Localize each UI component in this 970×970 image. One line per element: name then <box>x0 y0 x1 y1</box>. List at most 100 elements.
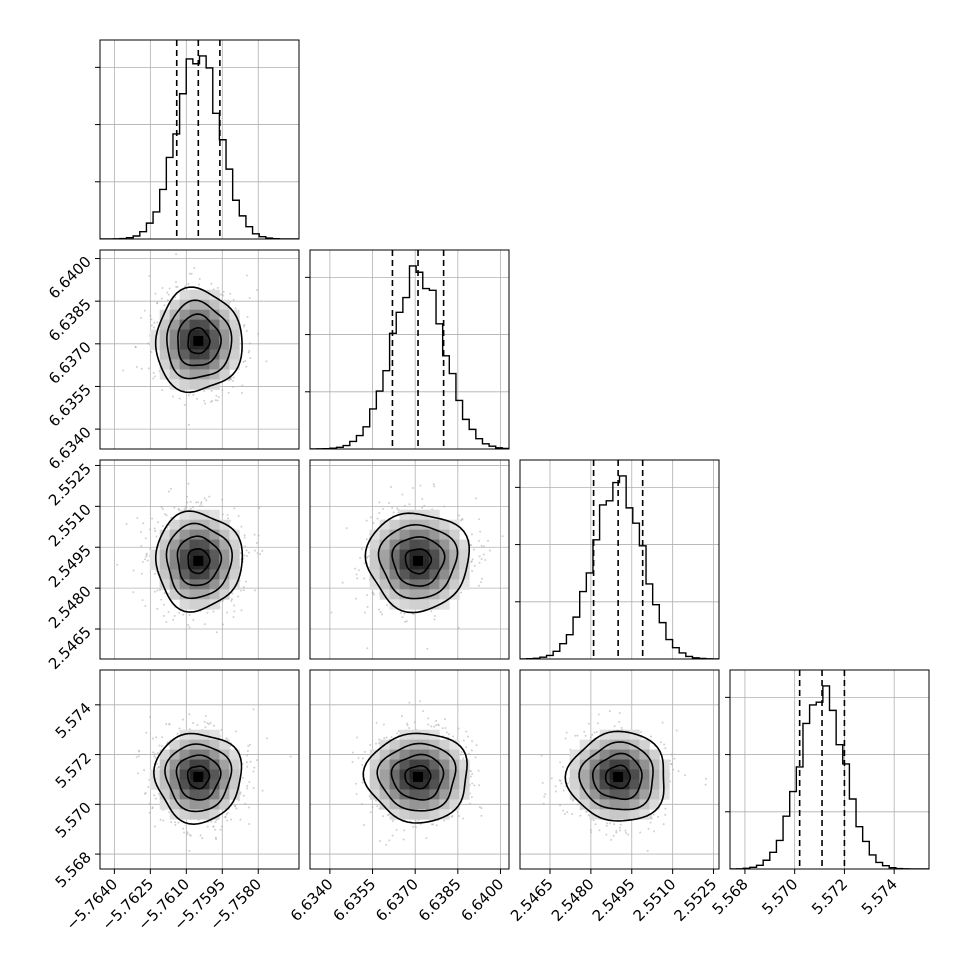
density-cell <box>569 779 581 790</box>
density-cell <box>369 569 381 580</box>
sample-point <box>341 581 344 584</box>
sample-point <box>395 828 398 831</box>
sample-point <box>140 572 143 575</box>
panel-frame-3-2 <box>519 669 720 870</box>
sample-point <box>366 647 369 650</box>
sample-point <box>188 272 191 275</box>
sample-point <box>360 547 363 550</box>
density-cell <box>389 569 400 580</box>
sample-point <box>249 357 252 360</box>
density-cell <box>419 739 430 750</box>
sample-point <box>373 593 376 596</box>
density-cell <box>199 349 210 360</box>
panel-0-0 <box>100 40 299 239</box>
x-tick-label: 6.6370 <box>372 875 422 925</box>
sample-point <box>215 394 218 397</box>
density-cell <box>409 729 420 741</box>
density-cell <box>169 339 180 350</box>
density-cell <box>179 379 190 390</box>
sample-point <box>188 833 191 836</box>
sample-point <box>430 725 433 728</box>
sample-point <box>427 723 430 726</box>
density-cell <box>449 779 460 790</box>
panel-frame-1-1 <box>309 249 510 450</box>
density-cell <box>459 559 470 570</box>
sample-point <box>460 751 463 754</box>
density-cell <box>209 769 220 780</box>
sample-point <box>397 508 400 511</box>
sample-point <box>253 766 256 769</box>
density-cell <box>379 769 390 780</box>
sample-point <box>550 777 553 780</box>
density-cell <box>179 599 190 610</box>
sample-point <box>414 826 417 829</box>
sample-point <box>606 822 609 825</box>
sample-point <box>585 810 588 813</box>
density-cell <box>169 559 180 570</box>
sample-point <box>374 799 377 802</box>
density-cell <box>209 329 220 340</box>
sample-point <box>172 618 175 621</box>
density-cell <box>169 739 180 750</box>
sample-point <box>673 757 676 760</box>
density-cell <box>219 299 230 311</box>
sample-point <box>234 730 237 733</box>
sample-point <box>233 610 236 613</box>
sample-point <box>253 533 256 536</box>
contour-0 <box>404 764 432 790</box>
sample-point <box>445 731 448 734</box>
density-cell <box>439 579 450 590</box>
density-cell <box>449 549 460 560</box>
sample-point <box>390 736 393 739</box>
x-tick-label: 2.5480 <box>548 875 598 925</box>
density-cell <box>379 539 390 550</box>
sample-point <box>190 272 193 275</box>
density-cell <box>419 799 430 810</box>
panel-2-0 <box>100 460 299 659</box>
density-cell <box>219 369 230 380</box>
density-cell <box>199 329 210 340</box>
sample-point <box>566 811 569 814</box>
sample-point <box>246 750 249 753</box>
sample-point <box>615 829 618 832</box>
sample-point <box>244 545 247 548</box>
contour-1 <box>390 753 445 801</box>
sample-point <box>187 423 190 426</box>
sample-point <box>583 730 586 733</box>
sample-point <box>471 569 474 572</box>
panel-1-0 <box>100 250 299 449</box>
sample-point <box>216 399 219 402</box>
sample-point <box>437 723 440 726</box>
sample-point <box>234 805 237 808</box>
sample-point <box>576 734 579 737</box>
sample-point <box>253 549 256 552</box>
sample-point <box>206 611 209 614</box>
density-cell <box>179 579 190 590</box>
density-cell <box>389 579 400 590</box>
sample-point <box>356 736 359 739</box>
density-cell <box>209 749 220 760</box>
density-cell <box>179 519 190 531</box>
sample-point <box>361 763 364 766</box>
sample-point <box>217 396 220 399</box>
density-cell <box>219 779 230 790</box>
density-cell <box>589 759 600 770</box>
sample-point <box>472 548 475 551</box>
sample-point <box>210 820 213 823</box>
density-cell <box>199 339 210 350</box>
density-cell <box>399 509 410 521</box>
sample-point <box>168 723 171 726</box>
sample-point <box>181 718 184 721</box>
sample-point <box>242 586 245 589</box>
sample-point <box>253 589 256 592</box>
density-cell <box>159 759 171 770</box>
sample-point <box>239 552 242 555</box>
density-cell <box>179 769 190 780</box>
density-cell <box>159 339 171 350</box>
sample-point <box>618 712 621 715</box>
sample-point <box>661 721 664 724</box>
sample-point <box>166 526 169 529</box>
density-cell <box>229 339 240 350</box>
density-cell <box>419 759 430 770</box>
density-cell <box>419 779 430 790</box>
